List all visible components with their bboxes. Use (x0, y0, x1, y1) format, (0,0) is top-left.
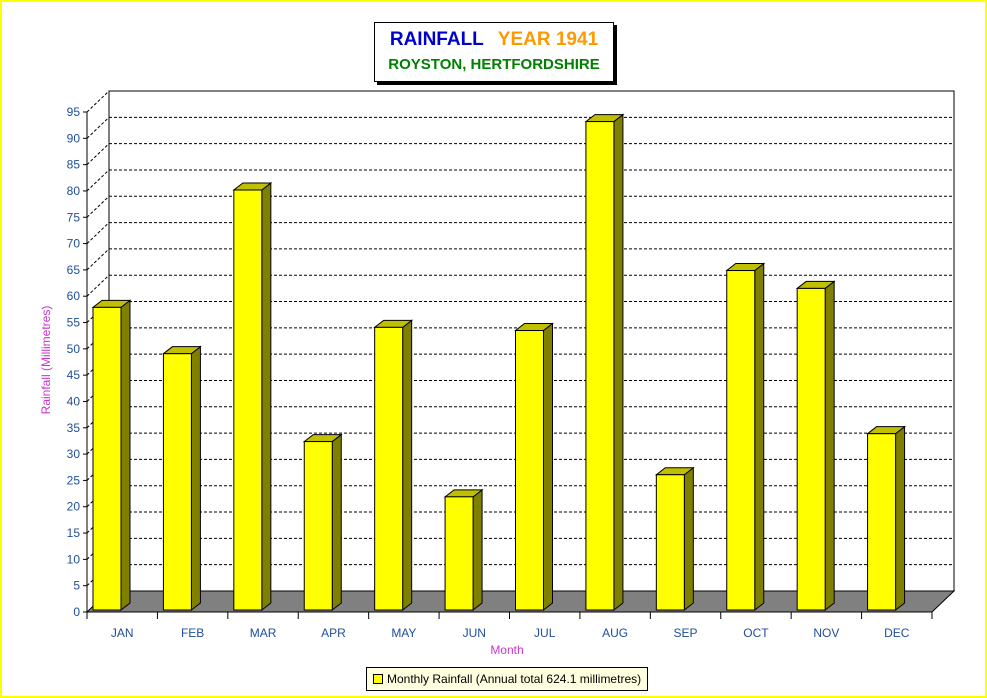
y-tick-label: 20 (67, 500, 81, 514)
bar-side (472, 488, 483, 612)
y-tick-label: 50 (67, 342, 81, 356)
y-tick-label: 95 (67, 105, 81, 119)
bar-front (796, 287, 826, 611)
y-tick-label: 85 (67, 158, 81, 172)
x-tick-label: OCT (743, 626, 769, 640)
y-tick-label: 5 (73, 579, 80, 593)
y-tick-label: 60 (67, 289, 81, 303)
y-tick-label: 25 (67, 473, 81, 487)
bar (232, 181, 273, 612)
bar-front (585, 121, 615, 611)
x-tick-label: MAY (391, 626, 416, 640)
x-tick-label: SEP (674, 626, 698, 640)
bar (654, 466, 695, 612)
x-tick-label: FEB (181, 626, 204, 640)
gridline-diagonal (86, 248, 110, 271)
bar (443, 488, 484, 612)
x-tick-label: JAN (111, 626, 134, 640)
bar (866, 425, 907, 612)
bar-side (543, 322, 553, 612)
gridline-diagonal (86, 222, 110, 244)
y-tick-label: 0 (73, 605, 80, 619)
y-axis-ticks: 0 5 10 15 20 25 30 35 40 45 50 55 60 65 70 75 80 85 90 95 (67, 105, 87, 619)
bar (91, 299, 132, 612)
y-tick-label: 80 (67, 184, 81, 198)
y-tick-label: 40 (67, 394, 81, 408)
bar-side (261, 181, 272, 612)
x-axis-label: Month (490, 643, 523, 657)
y-tick-label: 10 (67, 552, 81, 566)
gridline-diagonal (86, 169, 110, 192)
title-line: RAINFALL YEAR 1941 (375, 29, 613, 51)
bar-front (233, 189, 263, 611)
chart-title: RAINFALL (389, 29, 484, 50)
gridline-diagonal (86, 274, 110, 297)
bar-side (190, 345, 201, 612)
bar-front (655, 474, 685, 611)
y-tick-label: 45 (67, 368, 81, 382)
x-axis-ticks: JAN FEB MAR APR MAY JUN JUL AUG SEP OCT NOV DEC (86, 611, 933, 640)
x-tick-label: AUG (602, 626, 628, 640)
legend-swatch (373, 673, 383, 684)
bar-front (374, 326, 404, 611)
bar-side (120, 299, 131, 612)
bars (91, 113, 907, 612)
y-tick-label: 70 (67, 237, 81, 251)
x-tick-label: DEC (884, 626, 910, 640)
bar (725, 262, 766, 612)
bar-side (824, 280, 835, 612)
bar-front (515, 330, 544, 611)
bar-side (331, 433, 342, 612)
bar (795, 280, 836, 612)
bar (373, 319, 414, 612)
gridline-diagonal (86, 143, 110, 165)
bar-front (162, 353, 192, 611)
y-tick-label: 90 (67, 131, 81, 145)
y-tick-label: 55 (67, 316, 81, 330)
y-tick-label: 35 (67, 421, 81, 435)
x-tick-label: JUN (463, 626, 486, 640)
title-box: RAINFALL YEAR 1941 ROYSTON, HERTFORDSHIRE (374, 22, 614, 82)
y-tick-label: 15 (67, 526, 81, 540)
bar-side (683, 466, 694, 612)
legend-label: Monthly Rainfall (Annual total 624.1 mil… (387, 672, 642, 686)
bar (514, 322, 554, 612)
bar (161, 345, 202, 612)
bar-side (402, 319, 413, 612)
bar (584, 113, 625, 612)
x-tick-label: MAR (250, 626, 277, 640)
bar-front (726, 270, 756, 611)
bar-side (613, 113, 624, 612)
chart-subtitle: ROYSTON, HERTFORDSHIRE (388, 56, 600, 73)
bar-front (444, 496, 474, 611)
gridline-diagonal (86, 195, 110, 218)
legend: Monthly Rainfall (Annual total 624.1 mil… (366, 667, 649, 691)
y-tick-label: 65 (67, 263, 81, 277)
bar-side (754, 262, 765, 612)
x-tick-label: APR (321, 626, 346, 640)
bar-front (303, 441, 333, 611)
gridline-diagonal (86, 116, 110, 139)
chart-title-year: YEAR 1941 (497, 29, 599, 50)
x-tick-label: NOV (813, 626, 839, 640)
y-tick-label: 30 (67, 447, 81, 461)
bar (302, 433, 343, 612)
gridline-diagonal (86, 90, 110, 113)
y-tick-label: 75 (67, 210, 81, 224)
bar-side (895, 425, 906, 612)
x-tick-label: JUL (534, 626, 556, 640)
bar-front (92, 306, 122, 611)
y-axis-label: Rainfall (Millimetres) (39, 306, 53, 415)
bar-front (867, 433, 897, 611)
